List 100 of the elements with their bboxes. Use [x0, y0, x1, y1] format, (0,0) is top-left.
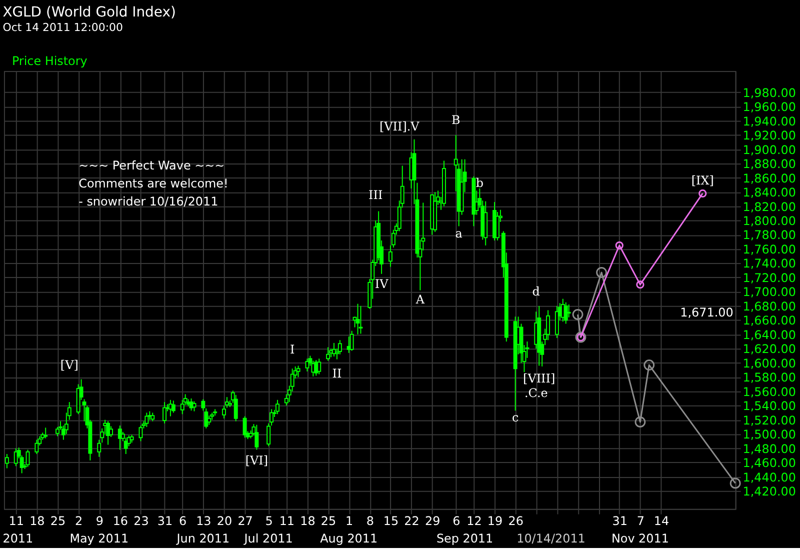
x-tick-label: 14 — [654, 514, 670, 528]
candlestick — [234, 394, 238, 422]
candlestick — [546, 310, 550, 341]
annotation: [VIII] — [523, 372, 556, 386]
candlestick — [356, 303, 360, 335]
candlestick — [554, 305, 559, 338]
x-tick-label: 6 — [452, 514, 460, 528]
x-tick-label: 1 — [346, 514, 354, 528]
candlestick — [350, 330, 354, 352]
candlestick — [118, 425, 122, 450]
annotation: Comments are welcome! — [78, 176, 228, 190]
point — [636, 280, 644, 289]
annotation: III — [368, 188, 383, 202]
x-tick-label: 19 — [487, 514, 503, 528]
candlestick — [222, 405, 226, 419]
x-tick-label: 18 — [30, 514, 45, 528]
annotation: [IX] — [691, 174, 714, 188]
candlestick — [138, 425, 143, 442]
annotation: 1,671.00 — [680, 305, 734, 320]
candlestick — [76, 384, 80, 415]
candlestick — [317, 358, 322, 375]
y-tick-label: 1,560.00 — [742, 384, 796, 399]
x-tick-label: 7 — [636, 514, 644, 528]
y-tick-label: 1,440.00 — [742, 470, 796, 484]
y-tick-label: 1,880.00 — [742, 157, 796, 172]
annotation: [V] — [60, 358, 78, 372]
x-tick-label: 31 — [612, 514, 628, 528]
x-tick-label: 18 — [300, 514, 316, 528]
y-tick-label: 1,540.00 — [742, 399, 796, 414]
candlestick — [242, 416, 247, 438]
annotation: [VI] — [245, 453, 268, 468]
x-tick-label: 8 — [366, 514, 374, 528]
candlestick — [144, 412, 149, 428]
text: Price History — [12, 54, 88, 68]
text: 10/14/2011 — [516, 532, 586, 546]
point — [634, 416, 646, 428]
annotation: II — [332, 366, 342, 381]
x-tick-label: 23 — [134, 514, 149, 528]
x-tick-label: 15 — [383, 514, 399, 528]
y-tick-label: 1,520.00 — [742, 413, 796, 428]
x-tick-label: 29 — [424, 514, 440, 528]
y-tick-label: 1,580.00 — [742, 370, 796, 385]
point — [644, 360, 655, 370]
candlestick — [254, 424, 259, 450]
y-tick-label: 1,840.00 — [742, 186, 796, 200]
y-tick-label: 1,940.00 — [742, 114, 796, 128]
candlestick — [276, 399, 280, 415]
candlestick — [296, 365, 300, 378]
annotation: I — [290, 342, 295, 356]
y-tick-label: 1,640.00 — [742, 328, 796, 342]
candlestick — [97, 439, 102, 458]
x-tick-label: 27 — [238, 514, 253, 528]
candlestick — [207, 415, 212, 426]
x-tick-label: 9 — [96, 514, 104, 528]
annotation: b — [476, 176, 484, 190]
candlestick — [358, 305, 363, 334]
y-tick-label: 1,460.00 — [742, 456, 796, 470]
candlestick — [566, 304, 571, 318]
point — [730, 478, 741, 489]
text: Sep 2011 — [436, 532, 494, 546]
text: Nov 2011 — [611, 532, 669, 546]
y-tick-label: 1,740.00 — [742, 256, 796, 271]
candlestick — [266, 422, 271, 447]
x-tick-label: 11 — [8, 514, 24, 528]
chart-subtitle: Oct 14 2011 12:00:00 — [2, 21, 123, 34]
candlestick — [204, 408, 208, 429]
text: Jun 2011 — [176, 532, 230, 546]
candlestick — [34, 439, 39, 455]
x-tick-label: 20 — [216, 514, 232, 528]
y-tick-label: 1,780.00 — [742, 228, 796, 242]
candlestick — [201, 398, 206, 412]
x-tick-label: 16 — [112, 514, 128, 528]
candlestick — [388, 244, 392, 268]
y-tick-label: 1,480.00 — [742, 442, 796, 456]
y-tick-label: 1,980.00 — [742, 86, 796, 100]
candlestick — [224, 396, 229, 408]
annotation: - snowrider 10/16/2011 — [78, 194, 218, 208]
x-tick-label: 22 — [404, 514, 420, 528]
y-tick-label: 1,680.00 — [742, 299, 796, 314]
annotation: a — [455, 226, 462, 240]
candlestick — [171, 400, 176, 414]
candlestick — [44, 427, 48, 439]
x-tick-label: 31 — [157, 514, 173, 528]
y-tick-label: 1,900.00 — [742, 142, 796, 157]
candlestick — [192, 400, 196, 412]
y-tick-label: 1,700.00 — [742, 285, 796, 300]
x-tick-label: 11 — [279, 514, 295, 528]
candlestick — [564, 302, 568, 324]
x-tick-label: 26 — [508, 514, 524, 528]
annotation: IV — [374, 276, 389, 291]
x-tick-label: 5 — [265, 514, 273, 528]
candlestick — [109, 426, 113, 438]
y-tick-label: 1,760.00 — [742, 242, 796, 256]
y-tick-label: 1,800.00 — [742, 214, 796, 228]
point — [596, 267, 608, 278]
y-tick-label: 1,620.00 — [742, 342, 796, 356]
candlestick — [270, 408, 274, 426]
candlestick — [14, 448, 18, 467]
annotation: d — [532, 284, 540, 299]
y-tick-label: 1,860.00 — [742, 171, 796, 186]
